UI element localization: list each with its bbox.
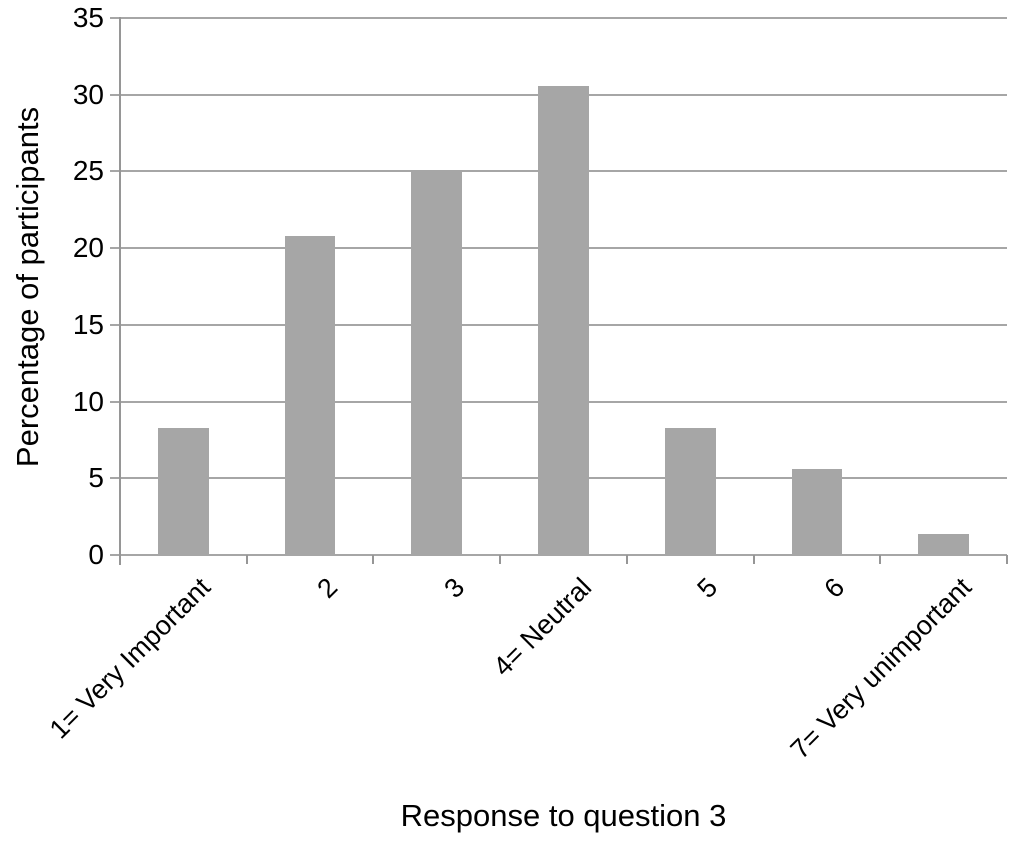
x-tick: [1006, 555, 1008, 564]
bar: [158, 427, 209, 555]
bar: [791, 469, 843, 555]
bar: [538, 85, 589, 555]
y-tick-label: 30: [72, 78, 104, 110]
x-tick: [752, 555, 755, 564]
x-axis-title: Response to question 3: [400, 798, 727, 833]
gridline: [110, 554, 1007, 556]
y-tick-label: 10: [72, 385, 104, 417]
x-tick: [119, 555, 121, 564]
bar: [411, 171, 463, 555]
bar: [664, 427, 716, 555]
x-tick: [625, 555, 628, 564]
y-tick-label: 20: [72, 232, 104, 264]
y-tick-label: 0: [88, 539, 104, 570]
y-tick-label: 25: [72, 155, 104, 187]
bar: [284, 235, 336, 555]
y-axis-line: [119, 17, 121, 565]
y-tick-label: 15: [72, 308, 104, 340]
x-tick: [879, 555, 882, 564]
x-tick: [245, 555, 248, 564]
bar: [918, 533, 969, 555]
y-tick-label: 5: [88, 462, 104, 494]
y-tick-label: 35: [72, 2, 104, 33]
x-tick: [499, 555, 502, 564]
gridline: [110, 17, 1007, 19]
x-tick: [372, 555, 375, 564]
